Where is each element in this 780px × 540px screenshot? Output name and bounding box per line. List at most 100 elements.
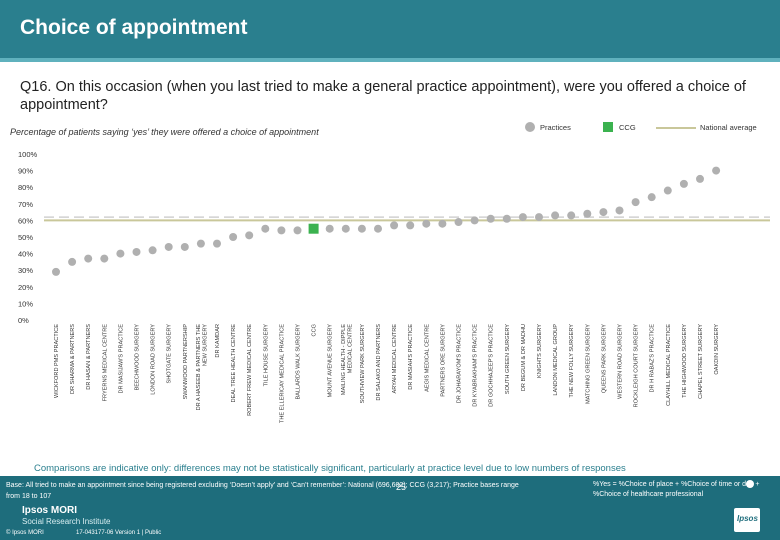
page-title: Choice of appointment — [20, 16, 248, 39]
practice-point — [551, 211, 560, 220]
y-tick-label: 20% — [18, 283, 33, 292]
category-label: DR KAMDAR — [215, 324, 221, 358]
category-label: DR GOCHHAJEEP'S PRACTICE — [489, 324, 495, 407]
category-label: SHOTGATE SURGERY — [167, 324, 173, 384]
category-label: ARYAH MEDICAL CENTRE — [392, 324, 398, 394]
page-number: 25 — [395, 482, 406, 492]
practice-point — [696, 174, 704, 183]
category-label: ROCKLEIGH COURT SURGERY — [634, 324, 640, 408]
y-tick-label: 60% — [18, 216, 33, 225]
category-label: DR H RABAZ'S PRACTICE — [650, 324, 656, 393]
category-label: SOUTH GREEN SURGERY — [505, 324, 511, 394]
category-label: ROBERT FREW MEDICAL CENTRE — [247, 324, 253, 416]
practice-point — [196, 239, 205, 248]
legend-ccg-marker — [603, 122, 613, 132]
practice-point — [132, 247, 141, 256]
category-label: KNIGHTS SURGERY — [537, 324, 543, 378]
category-label: MATCHING GREEN SURGERY — [585, 324, 591, 404]
category-label: DR A HASEEB & PARTNERS THENEW SURGERY — [196, 324, 209, 411]
practice-point — [486, 214, 495, 223]
category-label: MOUNT AVENUE SURGERY — [328, 324, 334, 398]
category-label: THE NEW FOLLY SURGERY — [569, 324, 575, 398]
legend-practice-marker — [525, 122, 535, 132]
practice-point — [535, 213, 543, 222]
category-label: TILE HOUSE SURGERY — [263, 324, 269, 387]
title-bar: Choice of appointment — [0, 0, 780, 62]
org-subname: Social Research Institute — [22, 517, 111, 526]
y-tick-label: 90% — [18, 167, 33, 176]
practice-point — [148, 246, 157, 255]
legend-practices-label: Practices — [540, 123, 571, 132]
practice-point — [679, 179, 688, 188]
category-label: CCG — [312, 324, 318, 336]
practice-point — [631, 198, 640, 207]
practice-point — [52, 267, 60, 276]
category-label: SOUTHVIEW PARK SURGERY — [360, 324, 366, 404]
version-label: 17-043177-06 Version 1 | Public — [76, 530, 162, 536]
chart-legend: Practices CCG National average — [522, 121, 780, 135]
category-label: OAKDIN SURGERY — [714, 324, 720, 375]
practice-point — [68, 257, 77, 266]
practice-point — [712, 166, 721, 175]
legend-national-label: National average — [700, 123, 757, 132]
practice-point — [293, 226, 302, 235]
category-label: DR SHARMA & PARTNERS — [70, 324, 76, 394]
category-label: DEAL TREE HEALTH CENTRE — [231, 324, 237, 403]
practice-point — [213, 239, 221, 248]
legend-national-line — [656, 127, 696, 129]
category-label: LANDON MEDICAL GROUP — [553, 324, 559, 396]
legend-ccg-label: CCG — [619, 123, 636, 132]
practice-point — [100, 254, 109, 263]
definition-note: %Yes = %Choice of place + %Choice of tim… — [593, 481, 760, 498]
category-label: QUEENS PARK SURGERY — [601, 324, 607, 393]
category-label: LONDON ROAD SURGERY — [151, 324, 157, 395]
practice-point — [502, 214, 511, 223]
category-label: AEGIS MEDICAL CENTRE — [424, 324, 430, 392]
category-label: SWANWOOD PARTNERSHIP — [183, 324, 189, 400]
practice-point — [357, 224, 366, 233]
category-label: FRYERNS MEDICAL CENTRE — [102, 324, 108, 402]
category-label: DR SALAKO AND PARTNERS — [376, 324, 382, 401]
practice-point — [245, 231, 254, 240]
practice-point — [518, 213, 527, 222]
category-label: MAILING HEALTH - DIPPLEMEDICAL CENTRE — [341, 324, 354, 395]
org-name: Ipsos MORI — [22, 505, 78, 516]
copyright: © Ipsos MORI — [6, 530, 44, 536]
y-tick-label: 10% — [18, 299, 33, 308]
y-tick-label: 30% — [18, 266, 33, 275]
practice-point — [406, 221, 415, 230]
category-label: CHAPEL STREET SURGERY — [698, 324, 704, 399]
chart-plot: 0% 10% 20% 30% 40% 50% 60% 70% 80% 90% 100% WICKFOR… — [18, 150, 770, 423]
category-label: CLAYHILL MEDICAL PRACTICE — [666, 324, 672, 406]
comparison-note: Comparisons are indicative only: differe… — [34, 463, 626, 474]
category-label: WICKFORD PMS PRACTICE — [54, 324, 60, 398]
practice-point — [229, 233, 238, 241]
footer: Base: All tried to make an appointment s… — [0, 476, 780, 540]
y-tick-label: 40% — [18, 250, 33, 259]
question-text: Q16. On this occasion (when you last tri… — [20, 79, 746, 113]
practice-point — [390, 221, 399, 230]
practice-point — [567, 211, 576, 220]
logo-mark — [746, 480, 754, 488]
y-tick-label: 70% — [18, 200, 33, 209]
chart-subtitle: Percentage of patients saying ‘yes’ they… — [10, 127, 319, 137]
practice-point — [116, 249, 125, 258]
category-label: DR HASAN & PARTNERS — [86, 324, 92, 390]
y-tick-label: 100% — [18, 150, 38, 159]
category-label: BEECHWOOD SURGERY — [135, 324, 141, 391]
y-tick-label: 50% — [18, 233, 33, 242]
practice-point — [261, 224, 270, 233]
category-label: PARTNERS ORE SURGERY — [440, 324, 446, 397]
practice-point — [615, 206, 624, 215]
category-label: THE HIGHWOOD SURGERY — [682, 324, 688, 398]
practice-point — [422, 219, 431, 228]
y-tick-label: 0% — [18, 316, 29, 325]
practice-point — [663, 186, 672, 195]
category-label: DR JOHARAYOM'S PRACTICE — [457, 324, 463, 404]
ccg-marker — [308, 223, 319, 234]
practice-point — [277, 226, 286, 235]
y-tick-label: 80% — [18, 183, 33, 192]
category-label: DR MASIJAW'S PRACTICE — [118, 324, 124, 394]
practice-point — [583, 209, 592, 218]
base-note: Base: All tried to make an appointment s… — [6, 482, 519, 500]
